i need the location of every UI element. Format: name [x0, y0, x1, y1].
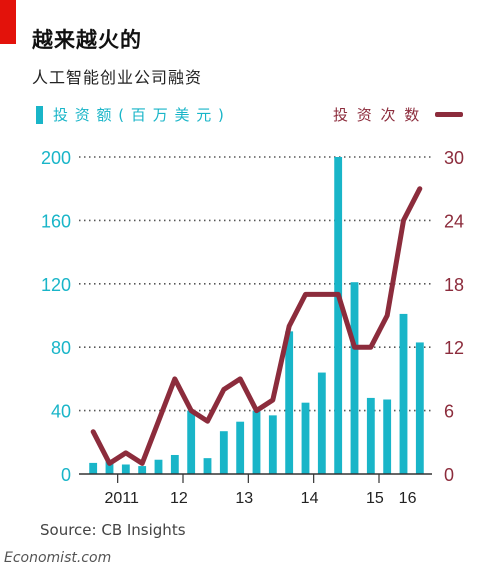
left-axis-tick-label: 40	[51, 402, 71, 422]
legend-left-label: 投 资 额 ( 百 万 美 元 )	[53, 106, 225, 124]
left-axis-tick-label: 200	[41, 148, 71, 168]
right-axis-tick-label: 0	[444, 465, 454, 485]
right-axis-tick-label: 18	[444, 275, 464, 295]
bar	[236, 421, 245, 474]
x-tick-label: 16	[399, 490, 417, 507]
bar	[187, 410, 196, 474]
x-tick-label: 13	[235, 490, 253, 507]
bar	[170, 454, 179, 474]
left-axis-tick-label: 0	[61, 465, 71, 485]
x-tick-label: 12	[170, 490, 188, 507]
bar	[138, 466, 147, 474]
bar	[219, 431, 228, 474]
bar	[268, 415, 277, 474]
legend-investment-amount: 投 资 额 ( 百 万 美 元 )	[36, 104, 225, 125]
bar	[415, 342, 424, 474]
bar	[121, 464, 130, 474]
economist-red-tab	[0, 0, 16, 44]
source-note: Source: CB Insights	[40, 521, 186, 539]
left-axis-tick-label: 80	[51, 338, 71, 358]
left-axis-tick-label: 160	[41, 211, 71, 231]
right-axis-tick-label: 12	[444, 338, 464, 358]
bar	[366, 397, 375, 474]
legend-investment-count: 投 资 次 数	[333, 104, 464, 125]
chart-subtitle: 人工智能创业公司融资	[32, 68, 203, 87]
right-axis-tick-label: 24	[444, 211, 464, 231]
bar	[105, 461, 114, 474]
right-axis-tick-label: 6	[444, 402, 454, 422]
x-tick-label: 15	[366, 490, 384, 507]
bar	[317, 372, 326, 474]
x-tick-label: 14	[301, 490, 319, 507]
chart-title: 越来越火的	[32, 28, 142, 52]
bar	[399, 313, 408, 474]
left-axis-tick-label: 120	[41, 275, 71, 295]
bar	[154, 459, 163, 474]
bar	[350, 282, 359, 474]
legend-right-label: 投 资 次 数	[333, 106, 422, 124]
brand-logo: Economist.com	[4, 550, 112, 566]
bar	[334, 157, 343, 474]
bar	[252, 410, 261, 474]
bar	[285, 331, 294, 474]
line-swatch-icon	[435, 112, 464, 117]
right-axis-tick-label: 30	[444, 148, 464, 168]
bar	[203, 458, 212, 474]
bar	[301, 402, 310, 474]
bar	[89, 462, 98, 474]
bar	[383, 399, 392, 474]
x-tick-label: 2011	[104, 490, 139, 507]
bar-swatch-icon	[36, 105, 43, 124]
